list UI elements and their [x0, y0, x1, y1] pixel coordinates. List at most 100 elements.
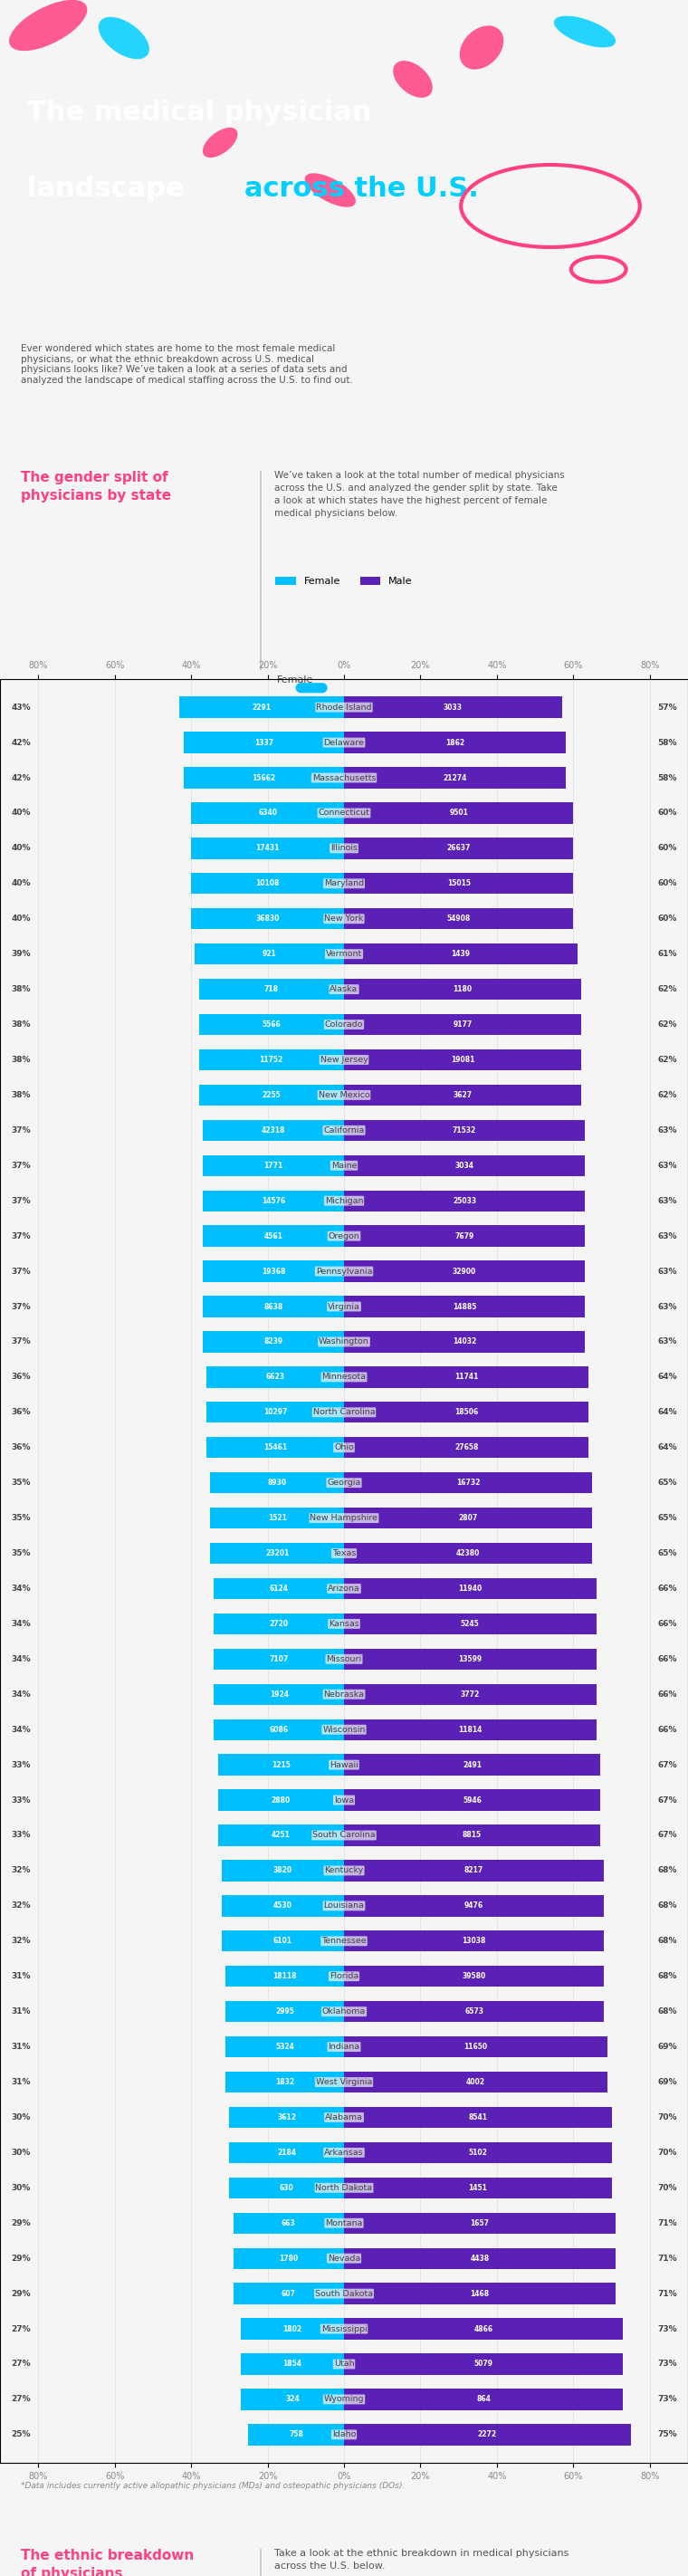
Text: 35%: 35% [11, 1515, 30, 1522]
Text: 11752: 11752 [259, 1056, 283, 1064]
Text: 2491: 2491 [462, 1762, 482, 1770]
Bar [241, 2318, 344, 2339]
Text: 607: 607 [281, 2290, 296, 2298]
Text: 13599: 13599 [458, 1654, 482, 1664]
Text: 57%: 57% [658, 703, 677, 711]
Bar [344, 1790, 600, 1811]
Text: 8638: 8638 [264, 1303, 283, 1311]
Text: We’ve taken a look at the total number of medical physicians
across the U.S. and: We’ve taken a look at the total number o… [275, 471, 565, 518]
Text: Colorado: Colorado [325, 1020, 363, 1028]
Text: 6086: 6086 [270, 1726, 288, 1734]
Text: 29%: 29% [11, 2218, 30, 2228]
Text: Mississippi: Mississippi [321, 2324, 367, 2334]
Text: 38%: 38% [11, 1056, 30, 1064]
Text: 5946: 5946 [462, 1795, 482, 1803]
Text: 62%: 62% [658, 1056, 677, 1064]
Text: 758: 758 [289, 2432, 303, 2439]
Bar [195, 943, 344, 963]
Text: Wyoming: Wyoming [324, 2396, 364, 2403]
Bar [344, 1543, 592, 1564]
Text: 6573: 6573 [464, 2007, 484, 2014]
Text: 34%: 34% [11, 1726, 30, 1734]
Bar [344, 1437, 589, 1458]
Bar [344, 2213, 615, 2233]
Text: New Jersey: New Jersey [320, 1056, 368, 1064]
Bar [202, 1332, 344, 1352]
Text: 9177: 9177 [453, 1020, 472, 1028]
Text: 68%: 68% [658, 1973, 677, 1981]
Text: 8217: 8217 [464, 1868, 484, 1875]
Bar [344, 1401, 589, 1422]
Text: 63%: 63% [658, 1198, 677, 1206]
Text: 35%: 35% [11, 1548, 30, 1558]
Text: 1862: 1862 [445, 739, 464, 747]
Text: 2880: 2880 [271, 1795, 290, 1803]
Text: 5079: 5079 [474, 2360, 493, 2367]
Bar [344, 1965, 604, 1986]
Text: 6623: 6623 [266, 1373, 285, 1381]
Text: 1468: 1468 [470, 2290, 489, 2298]
Text: 7107: 7107 [270, 1654, 289, 1664]
Text: 67%: 67% [658, 1795, 677, 1803]
Bar [199, 979, 344, 999]
Text: Michigan: Michigan [325, 1198, 363, 1206]
Text: 68%: 68% [658, 2007, 677, 2014]
Text: *Data includes currently active allopathic physicians (MDs) and osteopathic phys: *Data includes currently active allopath… [21, 2481, 405, 2488]
Bar [344, 1929, 604, 1953]
Text: 29%: 29% [11, 2290, 30, 2298]
Bar [344, 1365, 589, 1388]
Bar [191, 837, 344, 858]
Text: Rhode Island: Rhode Island [316, 703, 372, 711]
Text: 27%: 27% [11, 2324, 30, 2334]
Text: 36%: 36% [11, 1373, 30, 1381]
Text: 4866: 4866 [474, 2324, 493, 2334]
Text: Minnesota: Minnesota [322, 1373, 366, 1381]
Bar [344, 2318, 623, 2339]
Bar [344, 2071, 608, 2092]
Text: 63%: 63% [658, 1267, 677, 1275]
Text: 73%: 73% [658, 2360, 677, 2367]
Text: 16732: 16732 [456, 1479, 480, 1486]
Text: 67%: 67% [658, 1762, 677, 1770]
Text: 5566: 5566 [262, 1020, 281, 1028]
Text: 1802: 1802 [283, 2324, 302, 2334]
Text: 9501: 9501 [449, 809, 468, 817]
Text: The gender split of
physicians by state: The gender split of physicians by state [21, 471, 171, 502]
Text: 73%: 73% [658, 2396, 677, 2403]
Bar [344, 1190, 585, 1211]
Bar [344, 1226, 585, 1247]
Text: 1451: 1451 [469, 2184, 487, 2192]
Bar [344, 1754, 600, 1775]
Text: 63%: 63% [658, 1231, 677, 1239]
Bar [344, 2107, 612, 2128]
Bar [226, 1965, 344, 1986]
Text: 21274: 21274 [443, 773, 466, 783]
Text: 324: 324 [286, 2396, 299, 2403]
Text: Alaska: Alaska [330, 984, 358, 994]
Text: 23201: 23201 [266, 1548, 289, 1558]
Bar [229, 2107, 344, 2128]
Text: 35%: 35% [11, 1479, 30, 1486]
Text: 71%: 71% [658, 2218, 677, 2228]
Bar [222, 1860, 344, 1880]
Text: 13038: 13038 [462, 1937, 486, 1945]
Ellipse shape [554, 15, 616, 46]
Text: Florida: Florida [330, 1973, 358, 1981]
Text: 3612: 3612 [277, 2112, 296, 2123]
Text: 18506: 18506 [455, 1409, 478, 1417]
Text: 64%: 64% [658, 1443, 677, 1453]
Bar [344, 1507, 592, 1528]
Text: 6101: 6101 [273, 1937, 292, 1945]
Bar [222, 1929, 344, 1953]
Text: 4002: 4002 [466, 2079, 485, 2087]
Text: 68%: 68% [658, 1868, 677, 1875]
Text: 40%: 40% [11, 878, 30, 889]
Bar [344, 2424, 631, 2445]
Text: 64%: 64% [658, 1373, 677, 1381]
Bar [180, 696, 344, 719]
Bar [202, 1260, 344, 1283]
Bar [344, 2143, 612, 2164]
Ellipse shape [203, 129, 237, 157]
Text: 2291: 2291 [252, 703, 271, 711]
Text: 42%: 42% [11, 739, 30, 747]
